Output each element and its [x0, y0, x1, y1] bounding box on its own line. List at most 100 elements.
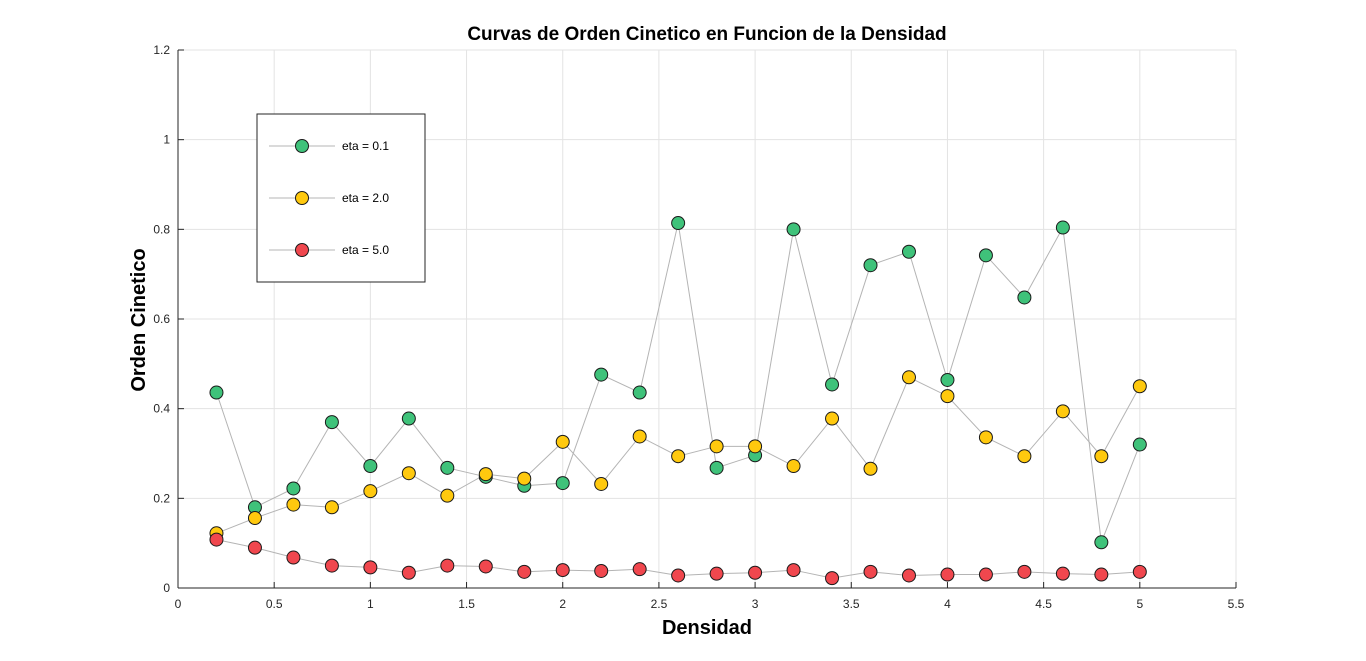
data-point: [594, 563, 609, 578]
data-point: [978, 567, 993, 582]
x-tick-label: 0: [175, 597, 182, 611]
data-point: [286, 550, 301, 565]
series-layer: [209, 216, 1147, 586]
data-point: [1017, 564, 1032, 579]
data-point: [709, 460, 724, 475]
x-tick-label: 0.5: [266, 597, 283, 611]
y-tick-label: 0.2: [153, 491, 170, 505]
data-point: [1017, 449, 1032, 464]
data-point: [440, 488, 455, 503]
data-point: [401, 565, 416, 580]
data-point: [1055, 566, 1070, 581]
data-point: [1017, 290, 1032, 305]
data-point: [978, 248, 993, 263]
data-point: [209, 532, 224, 547]
data-point: [1094, 449, 1109, 464]
y-tick-label: 0.4: [153, 402, 170, 416]
y-axis-label: Orden Cinetico: [128, 248, 150, 391]
data-point: [825, 571, 840, 586]
data-point: [324, 415, 339, 430]
data-point: [1132, 437, 1147, 452]
data-point: [825, 377, 840, 392]
data-point: [594, 476, 609, 491]
data-point: [286, 481, 301, 496]
data-point: [440, 558, 455, 573]
data-point: [209, 385, 224, 400]
data-point: [632, 385, 647, 400]
y-tick-label: 0: [163, 581, 170, 595]
x-tick-label: 2.5: [651, 597, 668, 611]
data-point: [517, 471, 532, 486]
data-point: [671, 568, 686, 583]
data-point: [632, 429, 647, 444]
legend-label: eta = 0.1: [342, 139, 389, 153]
data-point: [940, 389, 955, 404]
legend: eta = 0.1 eta = 2.0 eta = 5.0: [256, 113, 426, 283]
data-point: [786, 563, 801, 578]
data-point: [594, 367, 609, 382]
data-point: [863, 564, 878, 579]
data-point: [748, 565, 763, 580]
data-point: [671, 449, 686, 464]
data-point: [671, 216, 686, 231]
data-point: [324, 500, 339, 515]
data-point: [901, 244, 916, 259]
data-point: [286, 497, 301, 512]
data-point: [709, 439, 724, 454]
data-point: [247, 511, 262, 526]
data-point: [863, 461, 878, 476]
data-point: [401, 411, 416, 426]
data-point: [748, 439, 763, 454]
data-point: [363, 560, 378, 575]
legend-marker: [295, 191, 309, 205]
data-point: [978, 430, 993, 445]
data-point: [363, 484, 378, 499]
data-point: [555, 476, 570, 491]
y-tick-label: 1: [163, 133, 170, 147]
legend-marker: [295, 243, 309, 257]
legend-label: eta = 2.0: [342, 191, 389, 205]
axes: 0 0.5 1 1.5 2 2.5 3 3.5 4 4.5 5 5.5 0 0.2 0.4 0.6 0.8 1 1.…: [153, 43, 1244, 611]
x-tick-label: 4: [944, 597, 951, 611]
data-point: [555, 434, 570, 449]
data-point: [709, 566, 724, 581]
data-point: [478, 559, 493, 574]
data-point: [940, 372, 955, 387]
data-point: [786, 459, 801, 474]
data-point: [440, 460, 455, 475]
x-tick-label: 5: [1136, 597, 1143, 611]
x-tick-label: 3.5: [843, 597, 860, 611]
data-point: [863, 258, 878, 273]
data-point: [940, 567, 955, 582]
x-tick-label: 1: [367, 597, 374, 611]
data-point: [1055, 404, 1070, 419]
x-tick-label: 5.5: [1228, 597, 1245, 611]
x-axis-label: Densidad: [662, 617, 752, 639]
x-tick-label: 3: [752, 597, 759, 611]
y-tick-label: 0.6: [153, 312, 170, 326]
y-tick-label: 0.8: [153, 222, 170, 236]
data-point: [478, 467, 493, 482]
data-point: [1055, 220, 1070, 235]
legend-marker: [295, 139, 309, 153]
data-point: [517, 564, 532, 579]
data-point: [363, 459, 378, 474]
y-tick-label: 1.2: [153, 43, 170, 57]
data-point: [786, 222, 801, 237]
data-point: [247, 540, 262, 555]
data-point: [555, 563, 570, 578]
data-point: [1094, 535, 1109, 550]
data-point: [1094, 567, 1109, 582]
data-point: [1132, 564, 1147, 579]
x-tick-label: 1.5: [458, 597, 475, 611]
chart-title: Curvas de Orden Cinetico en Funcion de l…: [467, 24, 946, 45]
data-point: [401, 466, 416, 481]
data-point: [825, 411, 840, 426]
x-tick-label: 2: [559, 597, 566, 611]
x-tick-label: 4.5: [1035, 597, 1052, 611]
data-point: [632, 562, 647, 577]
data-point: [901, 370, 916, 385]
data-point: [901, 568, 916, 583]
